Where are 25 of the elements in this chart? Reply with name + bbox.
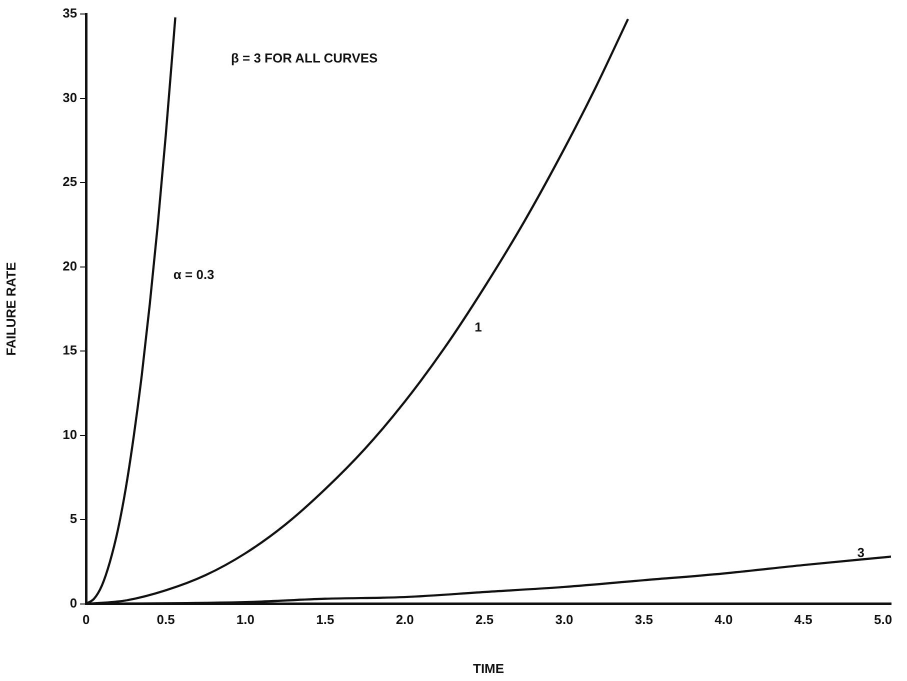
y-tick-label: 35: [62, 6, 78, 21]
y-tick-label: 25: [62, 174, 78, 190]
y-tick-label: 5: [70, 511, 78, 526]
x-tick-label: 2.0: [396, 612, 414, 628]
x-tick-label: 3.5: [634, 612, 653, 628]
x-tick-label: 1.5: [316, 612, 334, 628]
y-tick-label: 20: [62, 258, 78, 274]
x-tick-label: 0: [82, 612, 90, 628]
y-tick-label: 10: [62, 426, 78, 442]
annotation: β = 3 FOR ALL CURVES: [230, 50, 378, 66]
x-tick-label: 2.5: [476, 612, 494, 628]
annotation: 1: [474, 319, 482, 334]
x-tick-label: 5.0: [874, 612, 892, 628]
y-tick-label: 30: [62, 90, 78, 105]
y-tick-label: 0: [70, 595, 78, 610]
x-tick-label: 3.0: [555, 612, 574, 628]
x-tick-label: 1.0: [236, 612, 254, 628]
x-tick-label: 4.0: [714, 612, 733, 628]
x-tick-label: 0.5: [156, 612, 175, 628]
annotation: α = 0.3: [173, 267, 214, 282]
x-tick-label: 4.5: [794, 612, 812, 628]
y-axis-title: FAILURE RATE: [3, 262, 18, 356]
annotation: 3: [857, 545, 864, 560]
x-axis-title: TIME: [473, 660, 504, 676]
y-tick-label: 15: [62, 342, 78, 358]
